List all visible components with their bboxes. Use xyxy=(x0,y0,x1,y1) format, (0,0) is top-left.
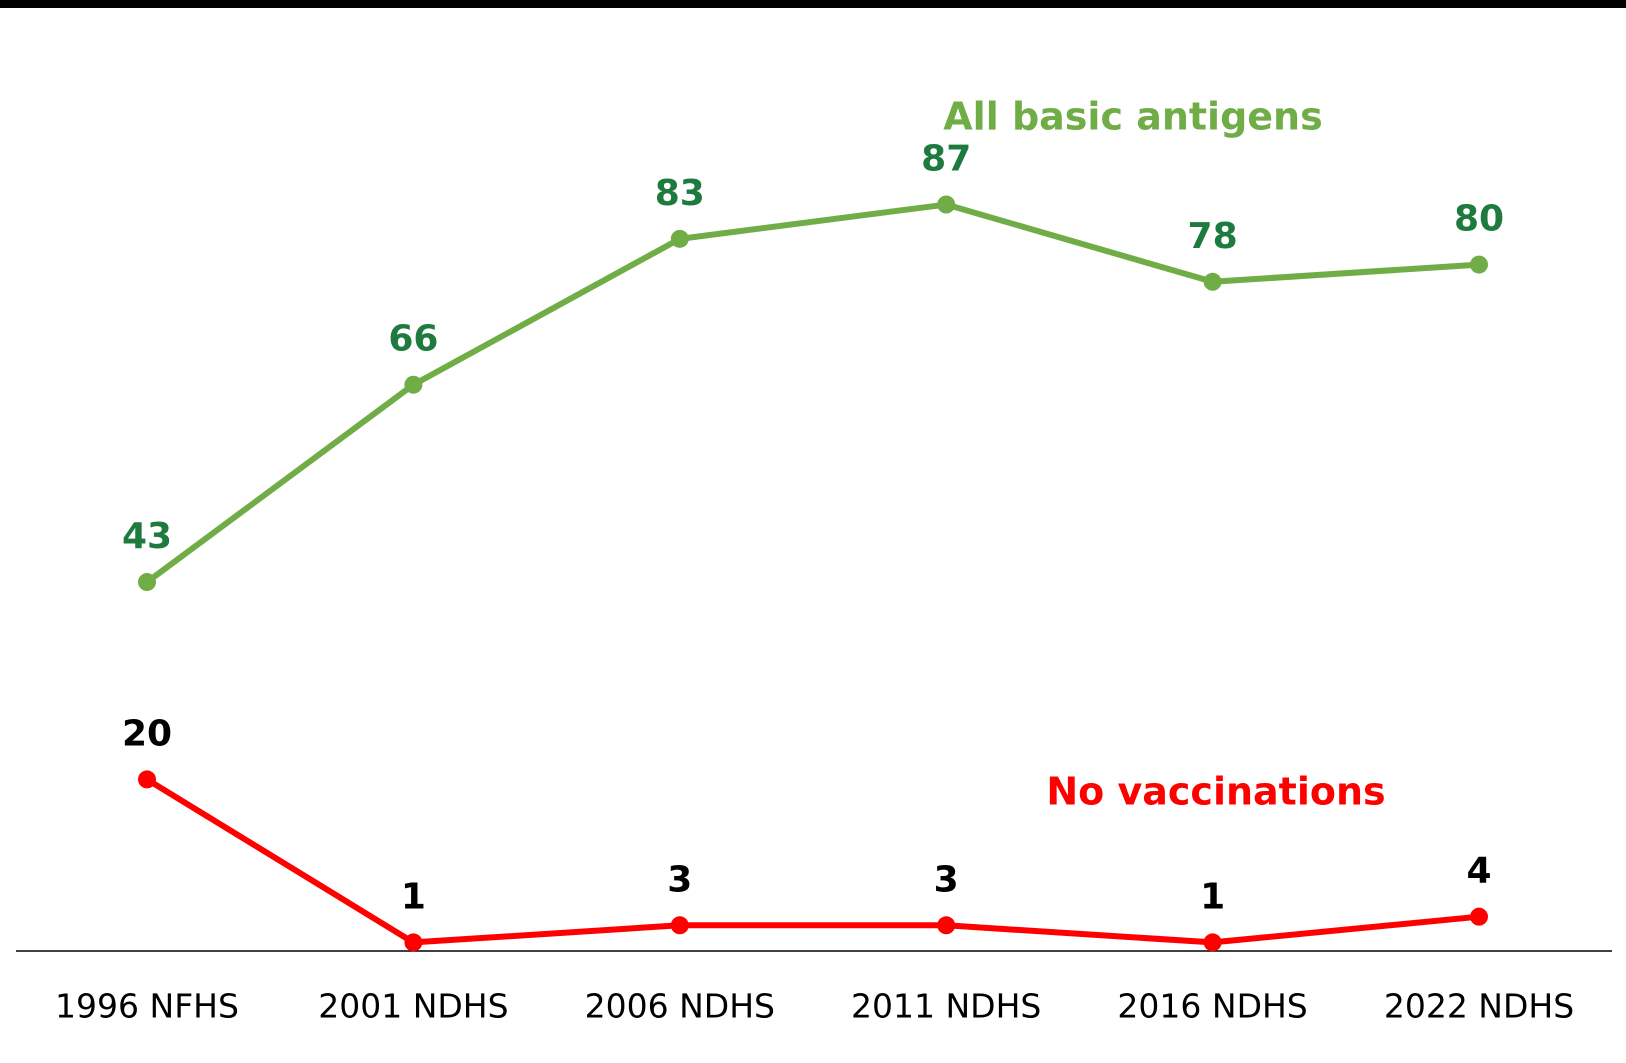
series-line xyxy=(145,201,1480,585)
data-label: 83 xyxy=(655,173,705,214)
point xyxy=(138,770,156,789)
x-tick-label: 2001 NDHS xyxy=(318,987,508,1026)
data-label: 87 xyxy=(921,139,971,180)
point xyxy=(937,916,956,935)
data-label: 78 xyxy=(1188,216,1238,257)
series-label: No vaccinations xyxy=(1046,770,1385,814)
series-line xyxy=(145,776,1480,946)
x-tick-label: 2022 NDHS xyxy=(1384,987,1574,1026)
data-label: 20 xyxy=(122,713,172,754)
point xyxy=(670,916,689,935)
point xyxy=(138,573,156,592)
data-label: 4 xyxy=(1466,851,1491,892)
point xyxy=(1470,907,1488,926)
data-label: 43 xyxy=(122,516,172,557)
point xyxy=(404,933,423,952)
point xyxy=(1203,933,1222,952)
point xyxy=(937,195,956,214)
data-label: 3 xyxy=(934,859,959,900)
point xyxy=(1203,272,1222,291)
point xyxy=(404,375,423,394)
x-tick-label: 2011 NDHS xyxy=(851,987,1041,1026)
x-tick-label: 2016 NDHS xyxy=(1117,987,1307,1026)
x-tick-label: 2006 NDHS xyxy=(585,987,775,1026)
data-label: 3 xyxy=(667,859,692,900)
data-label: 66 xyxy=(388,319,438,360)
point xyxy=(670,229,689,248)
data-label: 1 xyxy=(401,876,426,917)
data-label: 1 xyxy=(1200,876,1225,917)
top-bar xyxy=(0,0,1626,8)
point xyxy=(1470,255,1488,274)
x-tick-label: 1996 NFHS xyxy=(55,987,239,1026)
data-label: 80 xyxy=(1454,199,1504,240)
series-label: All basic antigens xyxy=(943,95,1322,139)
